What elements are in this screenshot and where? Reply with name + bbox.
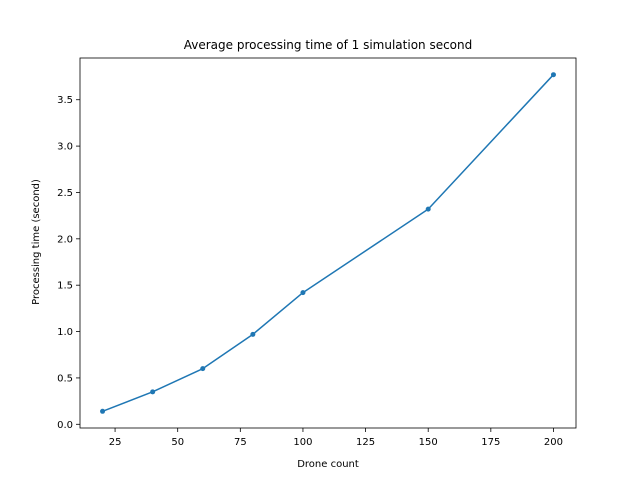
x-axis-label: Drone count bbox=[297, 459, 359, 470]
y-tick-label: 3.0 bbox=[57, 142, 73, 153]
y-tick-label: 1.0 bbox=[57, 327, 73, 338]
x-tick-label: 200 bbox=[544, 437, 563, 448]
y-tick-label: 1.5 bbox=[57, 281, 73, 292]
data-point bbox=[250, 331, 256, 337]
data-point bbox=[550, 72, 556, 78]
data-point bbox=[150, 389, 156, 395]
x-tick-label: 175 bbox=[481, 437, 500, 448]
y-tick-label: 2.0 bbox=[57, 234, 73, 245]
x-tick-label: 125 bbox=[356, 437, 375, 448]
x-tick-label: 150 bbox=[419, 437, 438, 448]
y-tick-label: 0.5 bbox=[57, 373, 73, 384]
axes-frame bbox=[79, 57, 577, 429]
x-tick-label: 75 bbox=[234, 437, 247, 448]
data-point bbox=[100, 408, 106, 414]
y-axis-label: Processing time (second) bbox=[31, 179, 42, 305]
data-point bbox=[300, 290, 306, 296]
y-tick-label: 0.0 bbox=[57, 420, 73, 431]
plot-area: 25 50 75 100 125 150 175 200 0.0 0.5 1.0 1.5 2.0 2.5 3… bbox=[57, 57, 577, 448]
y-tick-label: 3.5 bbox=[57, 95, 73, 106]
data-point bbox=[200, 366, 206, 372]
x-tick-label: 100 bbox=[293, 437, 312, 448]
data-point bbox=[425, 206, 431, 212]
x-tick-label: 25 bbox=[109, 437, 122, 448]
chart-title: Average processing time of 1 simulation … bbox=[184, 38, 473, 52]
x-tick-label: 50 bbox=[171, 437, 184, 448]
series-line bbox=[102, 74, 554, 413]
y-tick-label: 2.5 bbox=[57, 188, 73, 199]
